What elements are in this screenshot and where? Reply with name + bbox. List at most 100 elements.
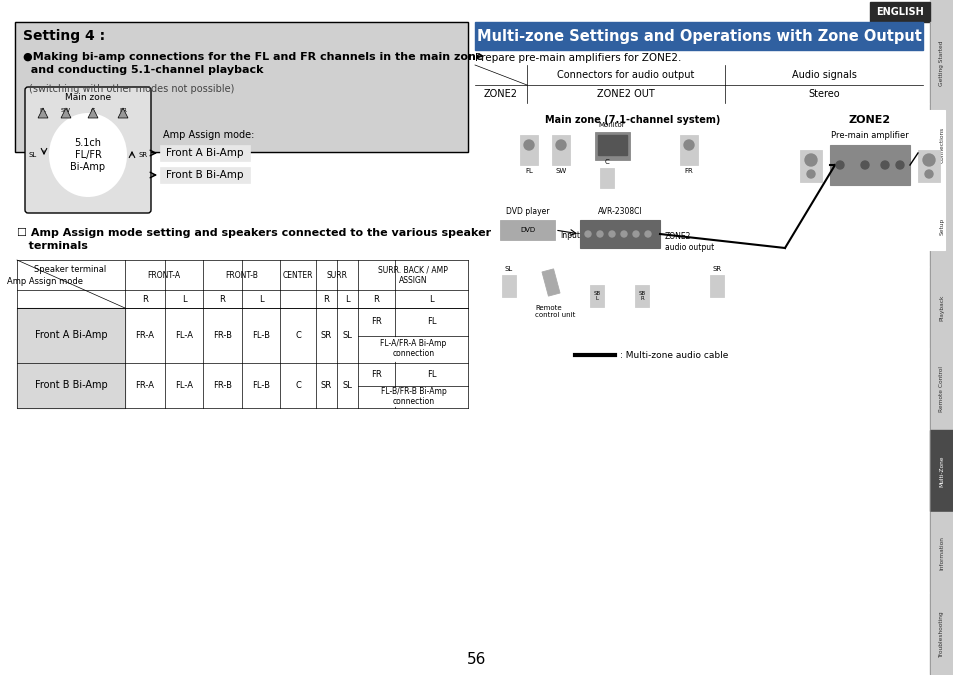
Text: L: L [258,294,263,304]
Text: Connections: Connections [939,126,943,163]
Bar [869,2,929,22]
Bar [501,275,516,297]
Text: C: C [91,107,95,113]
Bar [552,135,569,165]
Text: SL: SL [342,381,352,390]
Text: FR-A: FR-A [135,331,154,340]
Circle shape [923,154,934,166]
Circle shape [556,140,565,150]
Text: : Multi-zone audio cable: : Multi-zone audio cable [619,350,727,360]
Text: 56: 56 [467,653,486,668]
Text: ☐ Amp Assign mode setting and speakers connected to the various speaker
   termi: ☐ Amp Assign mode setting and speakers c… [17,228,491,251]
Ellipse shape [49,113,127,197]
Bar [15,22,468,152]
Text: SW: SW [61,107,71,113]
Text: DVD player: DVD player [505,207,549,216]
Polygon shape [61,108,71,118]
Bar [599,168,614,188]
Text: SR: SR [138,152,148,158]
Bar [929,348,953,429]
Text: Pre-main amplifier: Pre-main amplifier [830,130,908,140]
Text: Getting Started: Getting Started [939,40,943,86]
Bar [595,132,629,160]
Text: C: C [604,159,609,165]
Text: Playback: Playback [939,294,943,321]
Text: SR: SR [320,381,332,390]
Circle shape [523,140,534,150]
Text: SL: SL [504,266,513,272]
Bar [635,285,648,307]
Polygon shape [118,108,128,118]
Text: (switching with other modes not possible): (switching with other modes not possible… [29,84,234,94]
Bar [499,220,555,240]
Text: Speaker terminal: Speaker terminal [34,265,106,275]
Text: CENTER: CENTER [282,271,313,279]
Text: FRONT-B: FRONT-B [225,271,257,279]
Circle shape [620,231,626,237]
Bar [17,308,125,363]
Bar [360,387,465,406]
Bar [15,22,468,152]
Text: Front B Bi-Amp: Front B Bi-Amp [166,170,244,180]
Text: FR-A: FR-A [135,381,154,390]
FancyBboxPatch shape [25,87,151,213]
Circle shape [584,231,590,237]
Circle shape [806,170,814,178]
Circle shape [683,140,693,150]
Text: ZONE2
audio output: ZONE2 audio output [664,232,714,252]
Text: Setting 4 :: Setting 4 : [23,29,105,43]
Text: FR: FR [371,370,381,379]
Text: SL: SL [29,152,37,158]
Bar [360,337,465,361]
Circle shape [835,161,843,169]
Text: SL: SL [342,331,352,340]
Circle shape [644,231,650,237]
Text: R: R [142,294,148,304]
Text: R: R [374,294,379,304]
Text: ●Making bi-amp connections for the FL and FR channels in the main zone
  and con: ●Making bi-amp connections for the FL an… [23,52,483,75]
Text: FL-A: FL-A [174,381,193,390]
Bar [598,135,626,155]
Text: FL: FL [426,370,436,379]
Polygon shape [88,108,98,118]
Text: L: L [429,294,434,304]
Text: Main zone (7.1-channel system): Main zone (7.1-channel system) [544,115,720,125]
Text: DVD: DVD [519,227,535,233]
Text: FL: FL [39,107,47,113]
Text: SR: SR [712,266,720,272]
Bar [479,110,784,340]
Text: AVR-2308CI: AVR-2308CI [598,207,641,216]
Text: FL-B: FL-B [252,331,270,340]
Circle shape [597,231,602,237]
Bar [929,185,953,266]
Text: C: C [294,331,300,340]
Text: SW: SW [555,168,566,174]
Text: SB
L: SB L [593,291,600,302]
Circle shape [861,161,868,169]
Text: FL-B: FL-B [252,381,270,390]
Circle shape [924,170,932,178]
Text: SURR: SURR [326,271,347,279]
Bar [475,65,923,103]
Text: SURR. BACK / AMP
ASSIGN: SURR. BACK / AMP ASSIGN [377,265,448,285]
Text: Front A Bi-Amp: Front A Bi-Amp [166,148,244,158]
Text: SB
R: SB R [638,291,645,302]
Bar [800,150,821,182]
Text: Remote
control unit: Remote control unit [535,305,575,318]
Bar [917,150,939,182]
Bar [794,110,944,250]
Bar [17,363,125,408]
Text: FL-B/FR-B Bi-Amp
connection: FL-B/FR-B Bi-Amp connection [380,387,446,406]
Text: FR-B: FR-B [213,381,232,390]
Bar [929,104,953,184]
Text: SR: SR [320,331,332,340]
Bar [829,145,909,185]
Circle shape [608,231,615,237]
Text: Audio signals: Audio signals [791,70,856,80]
Bar [160,167,250,183]
Polygon shape [38,108,48,118]
Text: FR: FR [371,317,381,326]
Text: FRONT-A: FRONT-A [148,271,180,279]
Text: FL: FL [426,317,436,326]
Text: Information: Information [939,536,943,570]
